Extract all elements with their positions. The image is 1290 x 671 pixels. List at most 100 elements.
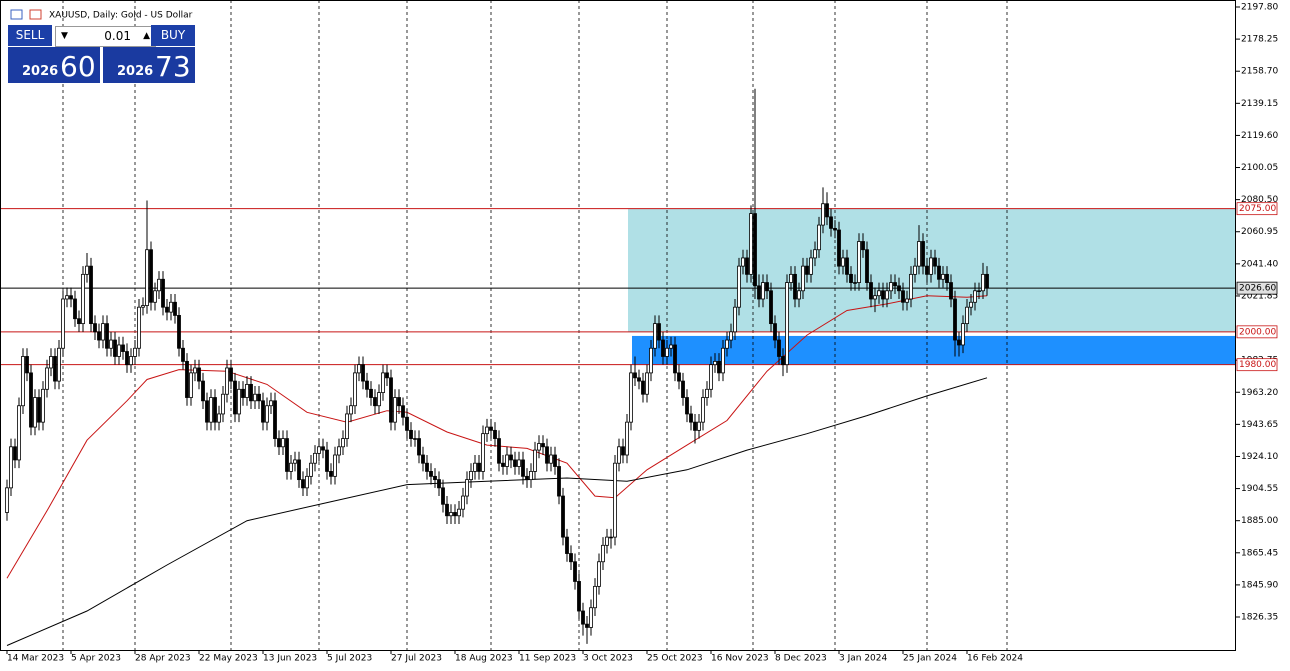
candle-body xyxy=(125,351,129,366)
candle-body xyxy=(437,479,441,489)
bid-price[interactable]: 2026 60 xyxy=(8,47,100,83)
candle-body xyxy=(145,249,149,306)
x-tick-label: 25 Oct 2023 xyxy=(647,654,703,664)
candle-body xyxy=(901,290,905,303)
candle-body xyxy=(553,454,557,467)
candle-body xyxy=(441,487,445,505)
candle-body xyxy=(481,433,485,472)
candle-body xyxy=(829,216,833,229)
moving-average xyxy=(6,377,988,646)
candle-body xyxy=(533,449,537,472)
candle-body xyxy=(945,273,949,283)
y-tick-label: 2060.95 xyxy=(1241,227,1278,237)
candle-body xyxy=(233,380,237,415)
lot-value: 0.01 xyxy=(104,29,131,43)
candle-body xyxy=(557,466,561,497)
candle-body xyxy=(921,241,925,267)
candle-body xyxy=(469,471,473,481)
candle-body xyxy=(957,339,961,346)
lot-input[interactable]: ▼ 0.01 ▲ xyxy=(55,26,156,47)
y-tick-label: 2021.85 xyxy=(1241,291,1278,301)
candle-body xyxy=(825,203,829,218)
candle-body xyxy=(325,449,329,472)
candle-body xyxy=(265,405,269,423)
candle-body xyxy=(529,471,533,481)
candle-body xyxy=(881,290,885,300)
buy-button[interactable]: BUY xyxy=(151,25,195,46)
candle-body xyxy=(681,380,685,398)
candle-body xyxy=(177,315,181,349)
candle-body xyxy=(221,393,225,415)
candle-body xyxy=(449,512,453,517)
candle-body xyxy=(329,471,333,477)
window-icons xyxy=(10,9,42,20)
candle-body xyxy=(277,438,281,448)
candle-body xyxy=(625,421,629,456)
candle-body xyxy=(101,323,105,341)
zone xyxy=(632,335,1235,365)
candle-body xyxy=(165,306,169,313)
ask-price[interactable]: 2026 73 xyxy=(103,47,195,83)
candle-body xyxy=(889,282,893,292)
candle-body xyxy=(69,295,73,300)
candle-body xyxy=(685,397,689,415)
candle-body xyxy=(197,367,201,382)
candle-body xyxy=(213,397,217,423)
candle-body xyxy=(493,429,497,439)
moving-average xyxy=(6,295,988,579)
candle-body xyxy=(241,388,245,398)
ask-points: 73 xyxy=(155,50,191,83)
plot-frame xyxy=(0,0,1236,651)
candle-body xyxy=(361,364,365,382)
candle-body xyxy=(445,503,449,517)
candle-body xyxy=(285,438,289,472)
candle-body xyxy=(613,462,617,538)
candle-body xyxy=(433,475,437,481)
y-tick-label: 2041.40 xyxy=(1241,259,1278,269)
candle-body xyxy=(17,405,21,461)
price-label-bg xyxy=(1236,281,1278,295)
candle-body xyxy=(809,257,813,275)
plot xyxy=(1,1,1235,650)
candle-body xyxy=(5,487,9,513)
lot-up[interactable]: ▲ xyxy=(143,31,150,41)
candle-body xyxy=(121,344,125,352)
candle-body xyxy=(577,581,581,612)
candle-body xyxy=(161,278,165,308)
candle-body xyxy=(157,278,161,292)
candle-body xyxy=(797,290,801,300)
candle-body xyxy=(905,298,909,303)
candle-body xyxy=(109,339,113,349)
x-tick-label: 3 Jan 2024 xyxy=(839,654,887,664)
candle-body xyxy=(97,331,101,341)
candle-body xyxy=(713,360,717,366)
candle-body xyxy=(333,454,337,477)
candle-body xyxy=(397,397,401,407)
candle-body xyxy=(341,438,345,448)
candle-body xyxy=(737,265,741,308)
candle-body xyxy=(789,273,793,283)
candle-body xyxy=(653,323,657,349)
lot-down[interactable]: ▼ xyxy=(61,31,68,41)
candle-body xyxy=(885,290,889,300)
candle-body xyxy=(873,295,877,300)
candle-body xyxy=(89,265,93,325)
candle-body xyxy=(129,356,133,366)
candle-body xyxy=(61,298,65,349)
candle-body xyxy=(465,479,469,497)
candle-body xyxy=(973,290,977,303)
candle-body xyxy=(93,323,97,333)
sell-button[interactable]: SELL xyxy=(8,25,52,46)
x-tick-label: 16 Nov 2023 xyxy=(711,654,769,664)
candle-body xyxy=(649,347,653,374)
candle-body xyxy=(457,508,461,517)
candle-body xyxy=(657,323,661,341)
candle-body xyxy=(501,462,505,467)
candle-body xyxy=(637,377,641,382)
candle-body xyxy=(209,397,213,423)
x-tick-label: 11 Sep 2023 xyxy=(519,654,576,664)
y-tick-label: 1904.55 xyxy=(1241,484,1278,494)
candle-body xyxy=(29,372,33,428)
candle-body xyxy=(677,372,681,382)
candle-body xyxy=(633,372,637,379)
